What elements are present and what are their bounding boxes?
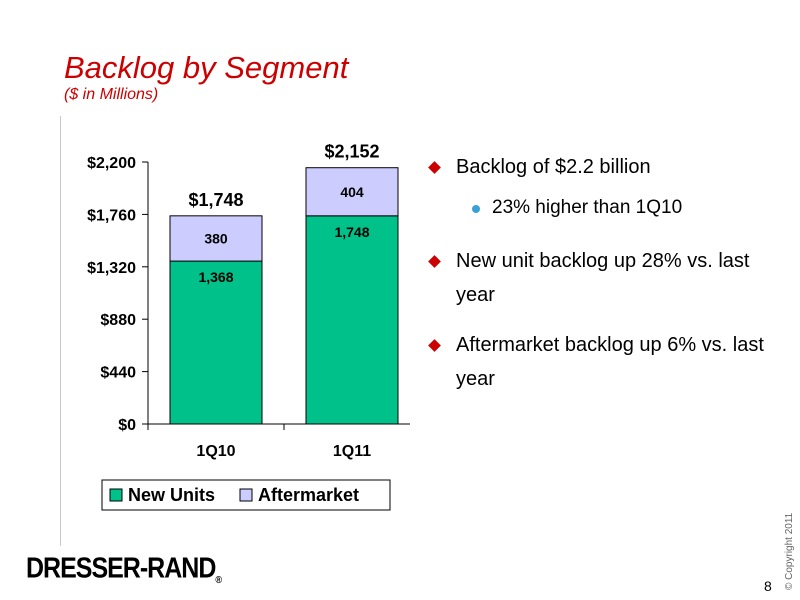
logo-text: DRESSER-RAND: [26, 552, 216, 585]
diamond-bullet-icon: [428, 161, 441, 174]
bar-value-label: 1,748: [334, 224, 369, 240]
legend-swatch-aftermarket: [239, 488, 253, 502]
backlog-chart: $0 $440 $880 $1,320 $1,760 $2,200 1,368 380 $1,7…: [87, 142, 410, 511]
bullet-text: New unit backlog up 28% vs. last year: [456, 250, 750, 306]
bar-new-units: [305, 215, 399, 425]
company-logo: DRESSER-RAND®: [26, 552, 222, 585]
registered-mark: ®: [215, 573, 223, 586]
y-tick-label: $880: [100, 312, 136, 329]
bar-total-label: $1,748: [188, 190, 243, 210]
bar-new-units: [169, 260, 263, 425]
bullet-text: Backlog of $2.2 billion: [456, 156, 651, 178]
legend-swatch-new-units: [109, 488, 123, 502]
y-tick-label: $2,200: [87, 155, 136, 172]
y-tick-label: $1,760: [87, 207, 136, 224]
x-tick-label: 1Q10: [196, 443, 235, 460]
x-tick-label: 1Q11: [333, 443, 371, 460]
y-tick-label: $440: [100, 365, 136, 382]
bar-aftermarket: [305, 167, 399, 217]
bullet-item: Aftermarket backlog up 6% vs. last year: [424, 328, 764, 396]
bar-aftermarket: [169, 215, 263, 262]
legend-label: New Units: [128, 485, 215, 505]
divider-line: [60, 116, 61, 546]
slide-title: Backlog by Segment: [64, 50, 349, 85]
bar-value-label: 380: [204, 230, 228, 246]
diamond-bullet-icon: [428, 339, 441, 352]
sub-bullet-item: 23% higher than 1Q10: [424, 194, 764, 222]
bar-value-label: 1,368: [198, 269, 233, 285]
bullet-item: Backlog of $2.2 billion: [424, 150, 764, 184]
sub-bullet-text: 23% higher than 1Q10: [492, 197, 683, 218]
bullet-item: New unit backlog up 28% vs. last year: [424, 244, 764, 312]
legend-label: Aftermarket: [258, 485, 359, 505]
bar-value-label: 404: [340, 184, 364, 200]
slide-subtitle: ($ in Millions): [64, 86, 159, 103]
y-tick-label: $0: [118, 417, 136, 434]
page-number: 8: [764, 578, 772, 594]
bullet-list: Backlog of $2.2 billion 23% higher than …: [424, 150, 764, 412]
dot-bullet-icon: [472, 205, 480, 213]
bar-total-label: $2,152: [324, 142, 379, 162]
copyright-notice: © Copyright 2011: [784, 512, 795, 590]
bullet-text: Aftermarket backlog up 6% vs. last year: [456, 334, 764, 390]
y-tick-label: $1,320: [87, 260, 136, 277]
diamond-bullet-icon: [428, 255, 441, 268]
